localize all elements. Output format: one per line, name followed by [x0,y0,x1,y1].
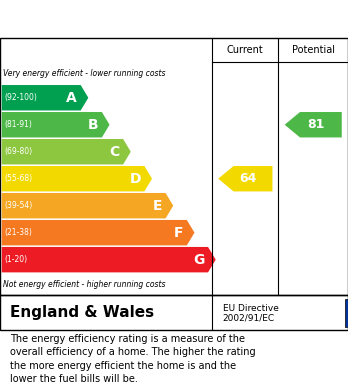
Polygon shape [218,166,272,192]
Text: Not energy efficient - higher running costs: Not energy efficient - higher running co… [3,280,166,289]
Text: Potential: Potential [292,45,335,55]
Text: (92-100): (92-100) [4,93,37,102]
Polygon shape [2,220,195,246]
Polygon shape [285,112,342,138]
Text: (1-20): (1-20) [4,255,27,264]
Text: 2002/91/EC: 2002/91/EC [223,313,275,322]
Text: D: D [129,172,141,186]
Polygon shape [2,166,152,192]
Text: England & Wales: England & Wales [10,305,155,320]
Polygon shape [2,112,110,138]
Bar [345,298,348,326]
Text: E: E [153,199,162,213]
Text: The energy efficiency rating is a measure of the
overall efficiency of a home. T: The energy efficiency rating is a measur… [10,334,256,384]
Polygon shape [2,247,216,273]
Text: 81: 81 [307,118,324,131]
Text: Very energy efficient - lower running costs: Very energy efficient - lower running co… [3,69,166,78]
Text: G: G [193,253,205,267]
Text: F: F [174,226,183,240]
Text: EU Directive: EU Directive [223,304,279,313]
Text: Energy Efficiency Rating: Energy Efficiency Rating [10,10,239,28]
Text: A: A [66,91,77,105]
Polygon shape [2,193,173,219]
Text: (69-80): (69-80) [4,147,32,156]
Text: C: C [109,145,120,159]
Polygon shape [2,139,131,165]
Text: (55-68): (55-68) [4,174,32,183]
Text: (39-54): (39-54) [4,201,32,210]
Text: 64: 64 [239,172,256,185]
Text: B: B [88,118,98,132]
Text: (21-38): (21-38) [4,228,32,237]
Text: (81-91): (81-91) [4,120,32,129]
Text: Current: Current [227,45,264,55]
Polygon shape [2,85,88,111]
